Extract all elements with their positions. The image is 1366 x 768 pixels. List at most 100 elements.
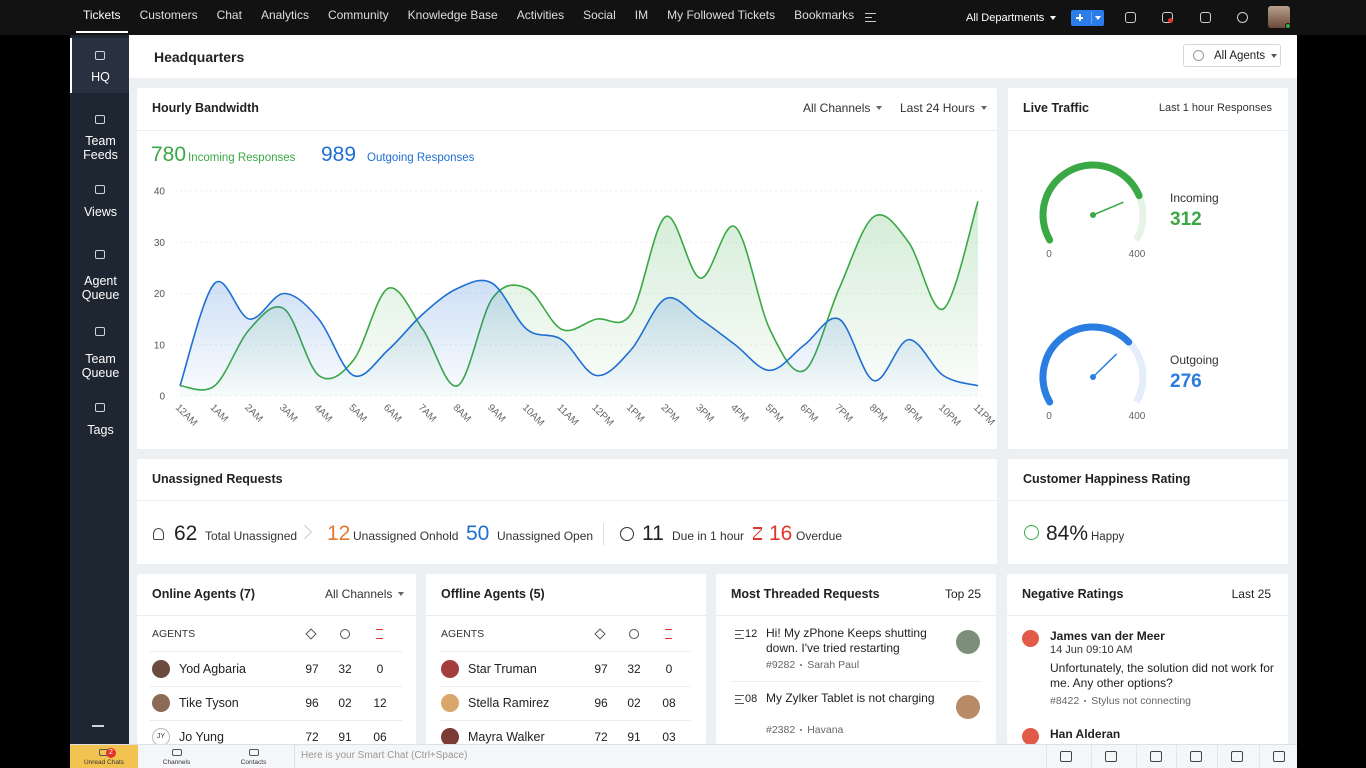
clock-col-icon (629, 629, 639, 639)
agent-stat: 72 (305, 730, 319, 744)
agents-filter[interactable]: All Agents (1183, 44, 1281, 67)
nav-item[interactable]: Bookmarks (794, 8, 855, 22)
filter-dropdown[interactable]: All Channels (803, 100, 883, 116)
tray-separator (1046, 745, 1047, 768)
thread-subject[interactable]: Hi! My zPhone Keeps shutting down. I've … (766, 626, 927, 655)
user-avatar[interactable] (1268, 6, 1290, 28)
sidebar-label[interactable]: Tags (87, 423, 114, 437)
sidebar-label[interactable]: HQ (91, 70, 110, 84)
thread-icon (735, 695, 744, 704)
happiness-value: 84% (1046, 522, 1089, 545)
nav-item[interactable]: Knowledge Base (407, 8, 498, 22)
nav-item[interactable]: Community (327, 8, 389, 22)
sidebar-icon[interactable] (95, 51, 105, 60)
nav-item[interactable]: Customers (139, 8, 198, 22)
ticket-id[interactable]: #9282 (766, 659, 796, 671)
ticket-id[interactable]: #2382 (766, 724, 796, 736)
rating-date: 14 Jun 09:10 AM (1050, 644, 1133, 656)
page-header: Headquarters All Agents (129, 35, 1297, 78)
sidebar-label[interactable]: Views (83, 205, 118, 219)
nav-item[interactable]: Analytics (260, 8, 309, 22)
tray-separator (1136, 745, 1137, 768)
card-title: Live Traffic (1023, 101, 1089, 115)
sidebar-icon[interactable] (95, 403, 105, 412)
nav-item[interactable]: Chat (216, 8, 242, 22)
x-tick-label: 9PM (901, 402, 923, 424)
tray-separator (1176, 745, 1177, 768)
bottom-tab[interactable]: Contacts (215, 745, 292, 768)
agent-stat: 0 (665, 662, 673, 676)
x-tick-label: 10PM (936, 402, 962, 428)
agent-name: Stella Ramirez (468, 696, 550, 710)
x-tick-label: 5AM (346, 402, 368, 424)
toolbar-icon[interactable] (1162, 12, 1173, 23)
contact-avatar (956, 630, 980, 654)
tray-icon[interactable] (1231, 751, 1243, 762)
divider (439, 720, 691, 721)
sidebar-icon[interactable] (95, 185, 105, 194)
sidebar-label[interactable]: Team Feeds (83, 134, 118, 162)
meta-dot (1084, 700, 1087, 702)
new-button[interactable] (1071, 10, 1104, 26)
x-tick-label: 2AM (242, 402, 264, 424)
tray-icon[interactable] (1060, 751, 1072, 762)
nav-item[interactable]: Tickets (76, 0, 128, 33)
active-item (70, 38, 129, 93)
happiness-label: Happy (1091, 531, 1125, 543)
agent-stat: 02 (338, 696, 352, 710)
nav-item[interactable]: Activities (516, 8, 565, 22)
channel-dropdown[interactable]: All Channels (325, 586, 405, 602)
live-traffic-card: Live Traffic Last 1 hour Responses 0 400 0 40… (1008, 88, 1288, 449)
divider (150, 686, 402, 687)
sidebar-icon[interactable] (95, 115, 105, 124)
online-dot (1285, 23, 1291, 29)
ticket-id[interactable]: #8422 (1050, 695, 1080, 707)
sidebar-icon[interactable] (95, 327, 105, 336)
column-header: AGENTS (152, 628, 196, 640)
tray-separator (1259, 745, 1260, 768)
x-tick-label: 3PM (693, 402, 715, 424)
online-agents-card: Online Agents (7) All Channels AGENTS Yod A… (137, 574, 416, 744)
gauge-value: 312 (1170, 209, 1202, 230)
tray-icon[interactable] (1190, 751, 1202, 762)
filter-dropdown[interactable]: Last 24 Hours (900, 100, 987, 116)
contact-name: Sarah Paul (807, 659, 860, 671)
more-menu (865, 13, 876, 22)
dropdown-caret (1050, 16, 1057, 20)
tray-icon[interactable] (1105, 751, 1117, 762)
period-label: Last 1 hour Responses (1158, 102, 1272, 114)
bottom-tab[interactable]: Channels (138, 745, 215, 768)
agents-dropdown[interactable]: All Agents (1214, 48, 1278, 64)
x-tick-label: 10AM (520, 402, 546, 428)
toolbar-icon[interactable] (1200, 12, 1211, 23)
bottom-tab[interactable]: Unread Chats (70, 745, 138, 768)
x-tick-label: 3AM (277, 402, 299, 424)
agent-stat: 96 (594, 696, 608, 710)
divider (1008, 500, 1288, 501)
nav-item[interactable]: My Followed Tickets (667, 8, 776, 22)
thread-subject[interactable]: My Zylker Tablet is not charging (766, 691, 935, 705)
agent-name: Star Truman (468, 662, 537, 676)
caret (1095, 16, 1101, 20)
dropdown-label: All Channels (325, 587, 393, 601)
tab-label: Channels (162, 759, 191, 766)
agent-stat: 08 (662, 696, 676, 710)
department-dropdown[interactable]: All Departments (966, 10, 1057, 26)
nav-item[interactable]: IM (634, 8, 649, 22)
tray-separator (1091, 745, 1092, 768)
gauge-min: 0 (1046, 249, 1052, 260)
sidebar-icon[interactable] (95, 250, 105, 259)
gauge-hub (1090, 374, 1096, 380)
toolbar-icon[interactable] (1125, 12, 1136, 23)
stat-value: 62 (174, 522, 198, 545)
sidebar-label[interactable]: Team Queue (81, 352, 120, 380)
tray-icon[interactable] (1150, 751, 1162, 762)
nav-item[interactable]: Social (583, 8, 616, 22)
sidebar-label[interactable]: Agent Queue (81, 274, 120, 302)
card-title: Customer Happiness Rating (1023, 472, 1191, 486)
gauge-max: 400 (1129, 411, 1146, 422)
x-tick-label: 5PM (763, 402, 785, 424)
toolbar-icon[interactable] (1237, 12, 1248, 23)
tray-icon[interactable] (1273, 751, 1285, 762)
smart-chat-input[interactable]: Here is your Smart Chat (Ctrl+Space) (301, 750, 468, 761)
